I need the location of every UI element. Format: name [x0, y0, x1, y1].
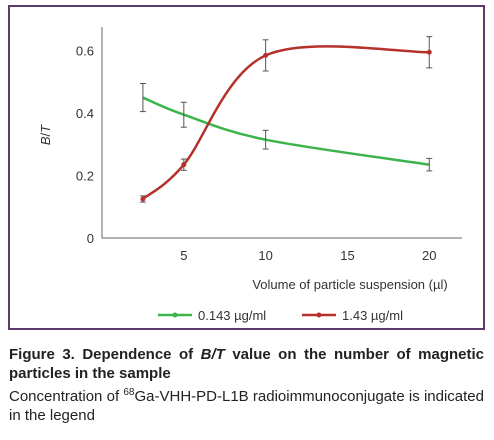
- caption-body-superscript: 68: [123, 387, 135, 398]
- caption-body-suffix: Ga-VHH-PD-L1B radioimmunoconjugate is in…: [9, 388, 484, 424]
- legend-label-1: 1.43 µg/ml: [342, 308, 403, 323]
- y-tick-label: 0: [87, 231, 94, 246]
- caption-body-prefix: Concentration of: [9, 388, 124, 405]
- x-tick-label: 5: [180, 248, 187, 263]
- legend-marker-1: [316, 312, 322, 318]
- y-axis-title-t: T: [38, 124, 53, 133]
- legend-label-0: 0.143 µg/ml: [198, 308, 266, 323]
- y-tick-label: 0.2: [76, 169, 94, 184]
- caption-title-suffix: value on the number of magnetic particle…: [9, 346, 484, 382]
- y-axis-title: B/T: [38, 124, 53, 145]
- y-tick-label: 0.6: [76, 44, 94, 59]
- chart-svg: 0 0.2 0.4 0.6 5 10 15 20 Volume of particle susp…: [38, 27, 462, 323]
- series-line-1: [142, 45, 430, 200]
- y-axis-title-b: B: [38, 136, 53, 145]
- caption-body: Concentration of 68Ga-VHH-PD-L1B radioim…: [9, 383, 484, 425]
- x-axis-title: Volume of particle suspension (µl): [252, 277, 447, 292]
- data-point: [181, 162, 187, 168]
- legend-marker-0: [172, 312, 178, 318]
- y-tick-label: 0.4: [76, 106, 94, 121]
- x-tick-label: 20: [422, 248, 436, 263]
- data-point: [426, 49, 432, 55]
- data-point: [263, 52, 269, 58]
- x-tick-label: 10: [258, 248, 272, 263]
- caption-title: Figure 3. Dependence of B/T value on the…: [9, 345, 484, 383]
- series-line-0: [142, 96, 430, 166]
- caption-title-prefix: Figure 3. Dependence of: [9, 346, 201, 363]
- figure-caption: Figure 3. Dependence of B/T value on the…: [9, 345, 484, 425]
- chart-frame: 0 0.2 0.4 0.6 5 10 15 20 Volume of particle susp…: [8, 5, 485, 330]
- data-point: [140, 196, 146, 202]
- x-tick-label: 15: [340, 248, 354, 263]
- y-axis-title-slash: /: [38, 132, 53, 136]
- caption-title-italic: B/T: [200, 346, 225, 363]
